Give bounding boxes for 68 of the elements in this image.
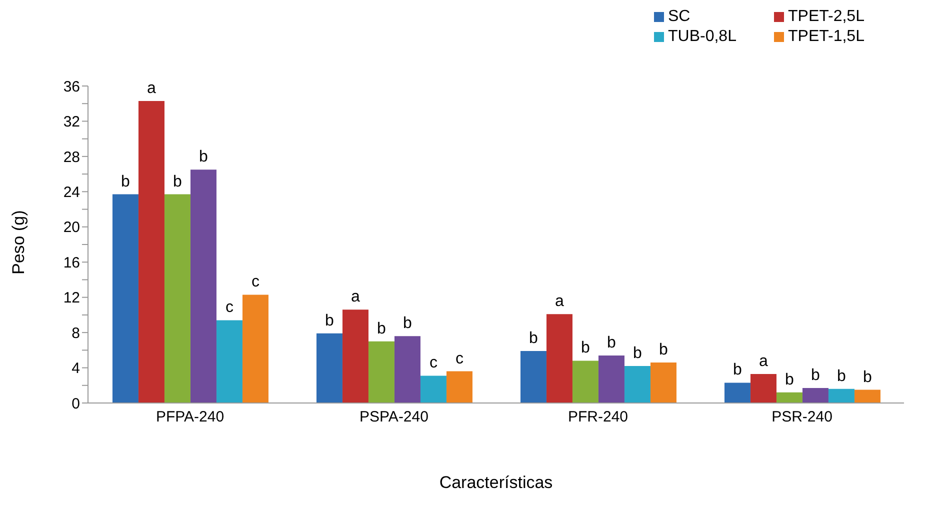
bar — [546, 314, 572, 403]
data-label: b — [863, 368, 872, 386]
data-label: b — [633, 345, 642, 362]
legend-label: TUB-0,8L — [668, 28, 736, 46]
data-label: c — [455, 350, 464, 368]
bar — [572, 360, 598, 403]
y-tick-label: 20 — [63, 219, 80, 236]
data-label: b — [403, 315, 412, 332]
bar — [854, 390, 880, 403]
bar — [598, 355, 624, 403]
legend-label: TPET-2,5L — [788, 8, 864, 26]
y-tick-label: 12 — [63, 290, 80, 307]
bar — [368, 341, 394, 403]
bar — [520, 351, 546, 403]
data-label: a — [759, 352, 768, 370]
bar — [138, 100, 164, 403]
x-tick-label: PFPA-240 — [156, 408, 224, 426]
y-tick-label: 8 — [72, 324, 80, 342]
data-label: b — [733, 362, 742, 379]
y-tick-label: 0 — [72, 395, 80, 412]
bar — [724, 382, 750, 403]
data-label: a — [555, 293, 564, 310]
data-label: b — [581, 340, 590, 357]
data-label: b — [173, 173, 182, 190]
bar — [446, 371, 472, 403]
data-label: b — [325, 312, 334, 330]
data-label: b — [607, 334, 616, 352]
bar — [164, 194, 190, 403]
bar — [216, 320, 242, 403]
data-label: b — [811, 367, 820, 384]
x-tick-label: PSR-240 — [772, 408, 832, 426]
data-label: b — [377, 320, 386, 338]
y-tick-label: 24 — [63, 184, 80, 201]
x-tick-label: PSPA-240 — [360, 408, 428, 426]
bar — [802, 388, 828, 403]
data-label: c — [251, 274, 260, 291]
data-label: a — [147, 80, 156, 97]
legend-label: TPET-1,5L — [788, 28, 864, 46]
data-label: c — [429, 354, 438, 372]
x-tick-label: PFR-240 — [568, 408, 628, 426]
data-label: b — [785, 371, 794, 388]
bar — [776, 392, 802, 403]
bar — [190, 170, 216, 403]
y-tick-label: 4 — [72, 360, 80, 378]
bar — [650, 362, 676, 403]
bar — [316, 333, 342, 403]
bar — [242, 294, 268, 403]
data-label: b — [659, 341, 668, 358]
data-label: a — [351, 288, 360, 306]
y-tick-label: 16 — [63, 254, 80, 272]
x-axis-title: Características — [439, 473, 553, 492]
data-label: b — [529, 330, 538, 348]
data-label: b — [837, 368, 846, 385]
bar — [112, 194, 138, 403]
bar — [624, 366, 650, 403]
y-tick-label: 36 — [63, 78, 80, 96]
y-axis-title: Peso (g) — [9, 210, 28, 274]
y-tick-label: 28 — [63, 148, 80, 166]
bar — [420, 376, 446, 403]
bar — [342, 310, 368, 403]
bar — [828, 388, 854, 403]
y-tick-label: 32 — [63, 114, 80, 131]
bar — [394, 336, 420, 403]
bar — [750, 374, 776, 403]
data-label: b — [121, 173, 130, 190]
data-label: c — [225, 299, 234, 316]
data-label: b — [199, 148, 208, 166]
legend-label: SC — [668, 8, 690, 26]
